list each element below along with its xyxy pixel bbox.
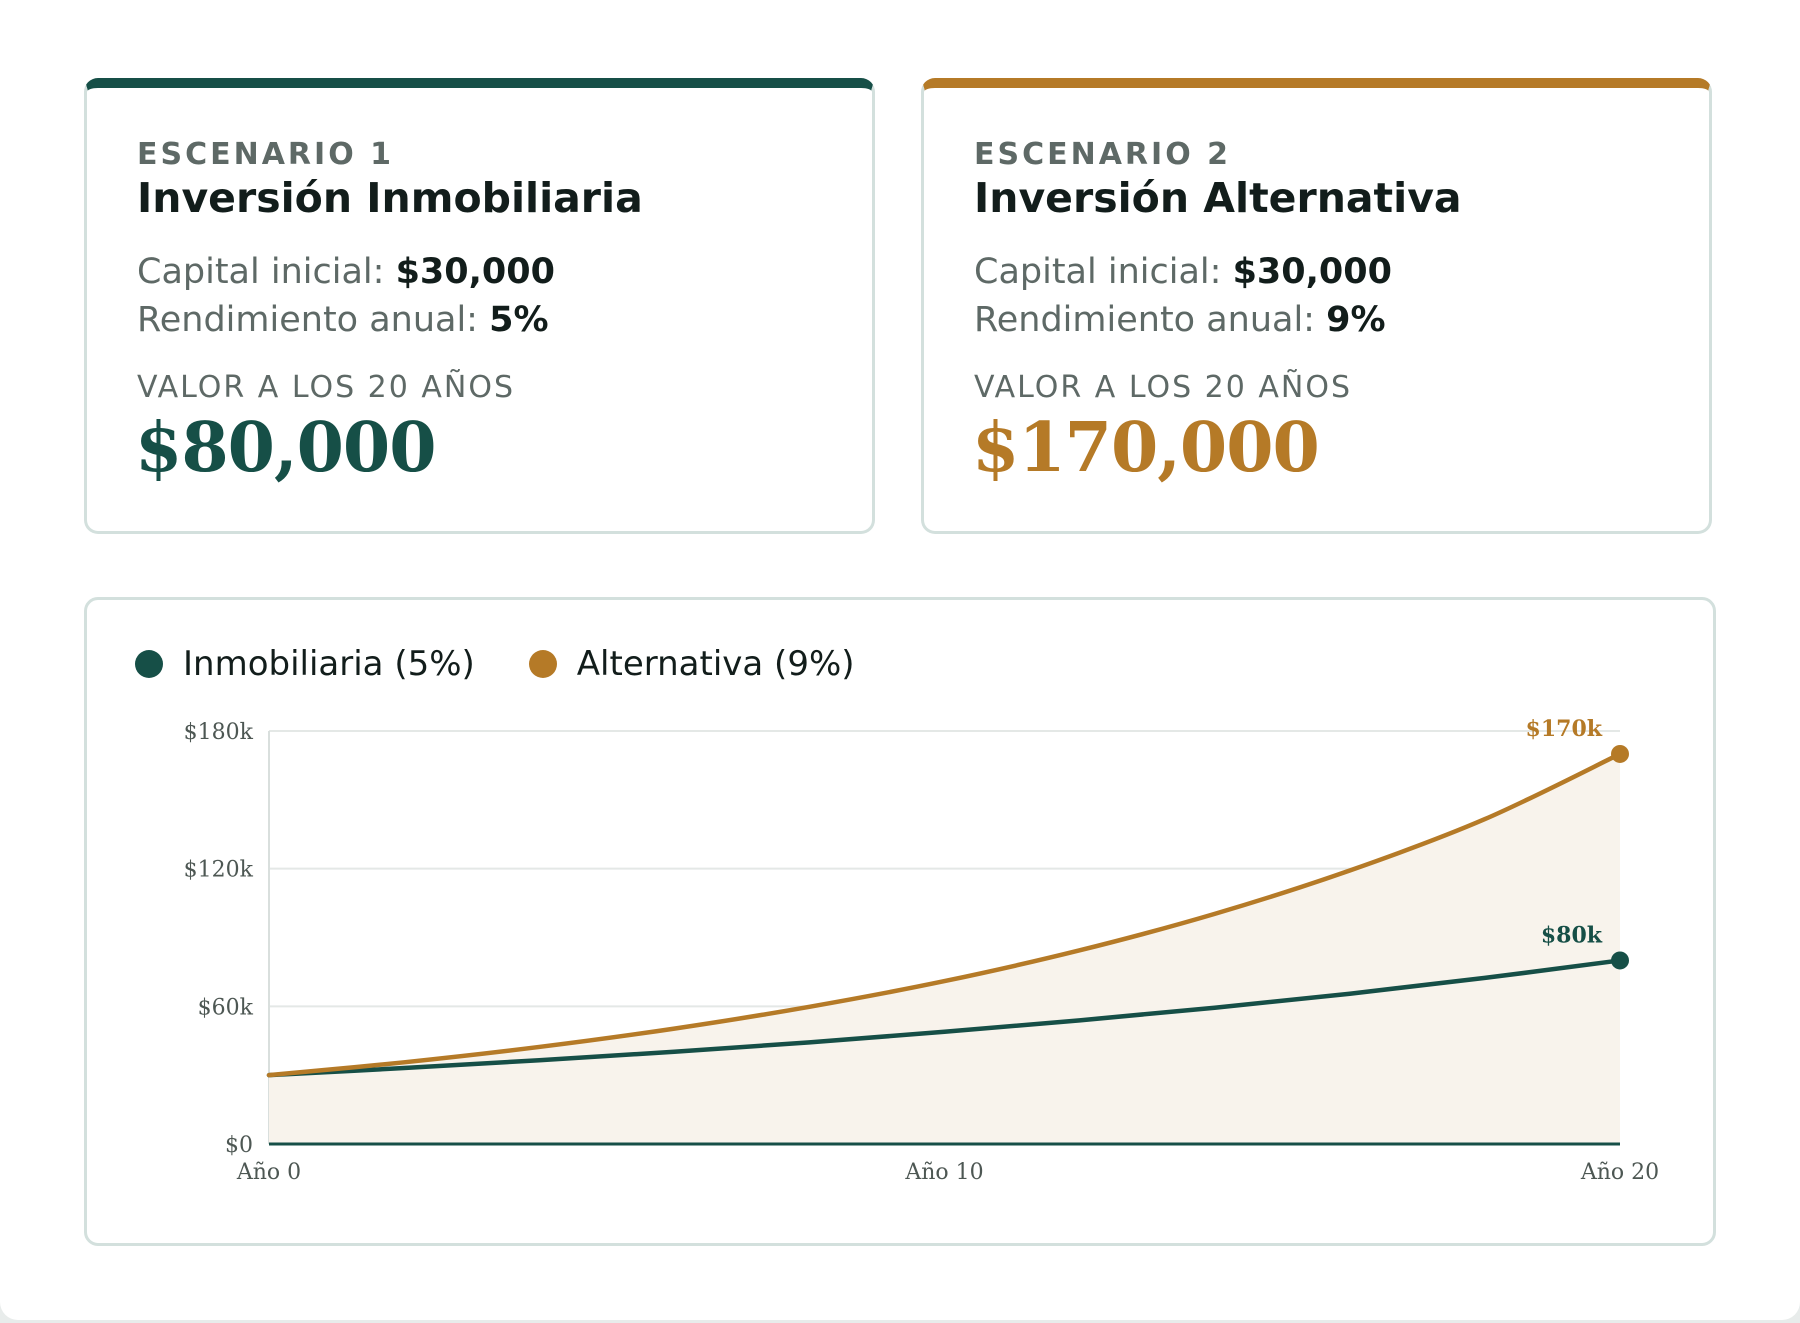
series-endpoint-alternativa [1611,744,1629,763]
area-fill [269,753,1620,1144]
legend-item-alternativa: Alternativa (9%) [528,644,855,684]
rate-value: 5% [489,300,549,340]
scenario-title: Inversión Alternativa [974,174,1462,222]
y-tick-label: $120k [184,858,254,883]
scenario-label: ESCENARIO 2 [974,137,1232,172]
end-label-alternativa: $170k [1526,716,1603,742]
y-tick-label: $0 [225,1133,253,1158]
capital-label: Capital inicial: [137,252,385,292]
y-tick-label: $180k [184,720,254,745]
capital-value: $30,000 [395,252,555,292]
value-label: VALOR A LOS 20 AÑOS [974,370,1352,405]
x-tick-label: Año 0 [236,1160,301,1185]
capital-line: Capital inicial: $30,000 [137,252,555,292]
rate-line: Rendimiento anual: 9% [974,300,1386,340]
chart-legend: Inmobiliaria (5%) Alternativa (9%) [135,644,909,684]
rate-label: Rendimiento anual: [137,300,478,340]
future-value: $170,000 [972,408,1320,488]
legend-dot-alternativa [528,650,557,678]
capital-line: Capital inicial: $30,000 [974,252,1392,292]
x-tick-label: Año 20 [1580,1160,1659,1185]
future-value: $80,000 [135,408,437,488]
scenario-card-2: ESCENARIO 2 Inversión Alternativa Capita… [921,78,1712,534]
scenario-card-1: ESCENARIO 1 Inversión Inmobiliaria Capit… [84,78,875,534]
y-tick-label: $60k [198,995,254,1020]
capital-label: Capital inicial: [974,252,1222,292]
series-line-alternativa [266,751,1623,1078]
legend-label-inmobiliaria: Inmobiliaria (5%) [183,644,475,684]
legend-dot-inmobiliaria [135,650,163,678]
scenario-label: ESCENARIO 1 [137,137,395,172]
rate-label: Rendimiento anual: [974,300,1315,340]
x-tick-label: Año 10 [904,1160,983,1185]
chart-panel: Inmobiliaria (5%) Alternativa (9%) $0 $60… [84,597,1716,1246]
legend-label-alternativa: Alternativa (9%) [576,644,855,684]
value-label: VALOR A LOS 20 AÑOS [137,370,515,405]
rate-line: Rendimiento anual: 5% [137,300,549,340]
legend-item-inmobiliaria: Inmobiliaria (5%) [135,644,475,684]
capital-value: $30,000 [1232,252,1392,292]
rate-value: 9% [1326,300,1386,340]
series-endpoint-inmobiliaria [1611,951,1629,970]
scenario-title: Inversión Inmobiliaria [137,174,643,222]
growth-chart: $0 $60k $120k $180k Año 0 Año 10 Año 20 $80k $17… [184,716,1659,1185]
series-line-inmobiliaria [266,958,1623,1078]
end-label-inmobiliaria: $80k [1541,922,1603,948]
